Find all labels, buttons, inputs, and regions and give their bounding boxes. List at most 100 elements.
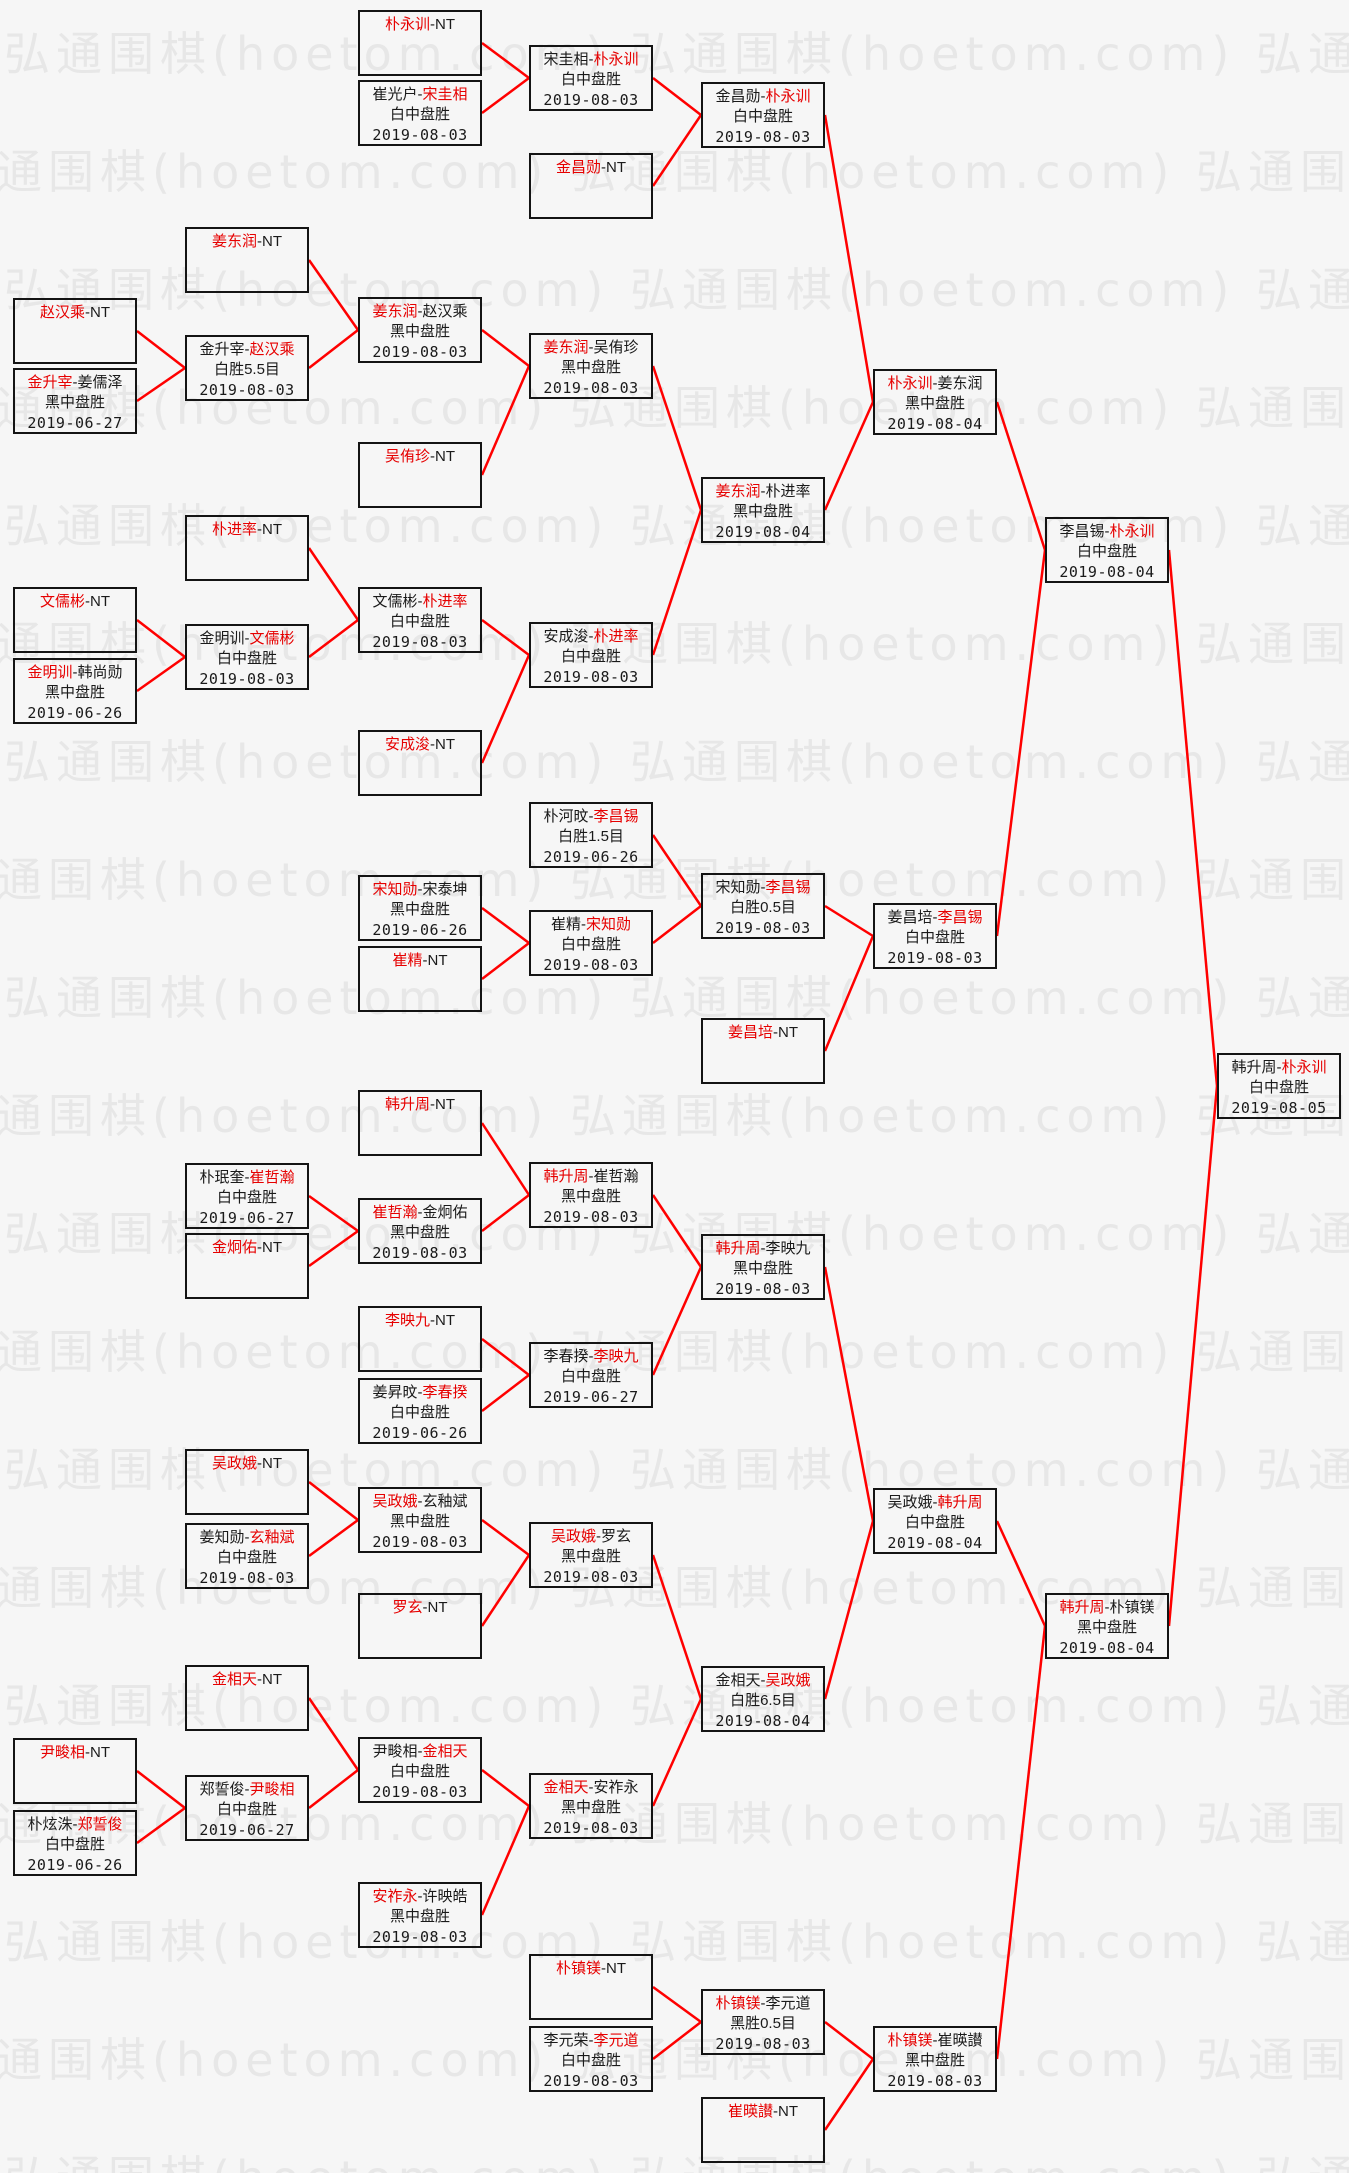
match-box-s3f: 姜昌培-NT — [701, 1018, 825, 1084]
result-text: 白胜5.5目 — [214, 361, 280, 378]
match-date: 2019-08-03 — [543, 2072, 639, 2090]
connector-line — [1167, 549, 1219, 1087]
connector-line — [651, 509, 703, 656]
player-name: 赵汉乘 — [422, 303, 468, 320]
winner-name: 朴永训 — [593, 51, 639, 68]
winner-name: 李昌锡 — [593, 808, 639, 825]
player-name: NT — [435, 448, 455, 465]
result-text: 白胜6.5目 — [730, 1692, 796, 1709]
player-name: NT — [262, 521, 282, 538]
match-date: 2019-08-03 — [543, 1568, 639, 1586]
result-text: 黑中盘胜 — [904, 2052, 965, 2069]
winner-name: 吴政娥 — [550, 1528, 596, 1545]
connector-line — [480, 1554, 531, 1627]
connector-line — [308, 329, 359, 369]
winner-name: 金相天 — [543, 1779, 589, 1796]
result-text: 白中盘胜 — [44, 1836, 105, 1853]
winner-name: 崔暎讃 — [727, 2103, 773, 2120]
winner-name: 文儒彬 — [39, 593, 85, 610]
match-box-s2p: 朴永训-姜东润 黑中盘胜 2019-08-04 — [873, 369, 997, 435]
winner-name: 金升宰 — [27, 374, 73, 391]
matchup-line: 朴镇镁-NT — [555, 1960, 626, 1977]
matchup-line: 宋知勋-李昌锡 — [715, 879, 811, 896]
match-box-s6a: 金相天-NT — [185, 1665, 309, 1731]
result-text: 黑中盘胜 — [389, 1513, 450, 1530]
connector-line — [651, 1554, 703, 1700]
player-name: 韩升周 — [1231, 1059, 1277, 1076]
matchup-line: 金昌勋-朴永训 — [715, 88, 811, 105]
connector-line — [652, 2021, 702, 2060]
player-name: 朴炫洙 — [27, 1816, 73, 1833]
result-text: 白中盘胜 — [389, 1404, 450, 1421]
winner-name: 李春揆 — [422, 1384, 468, 1401]
player-name: NT — [435, 16, 455, 33]
connector-line — [1167, 1085, 1219, 1627]
result-text: 白中盘胜 — [560, 1368, 621, 1385]
matchup-line: 崔哲瀚-金炯佑 — [372, 1204, 468, 1221]
connector-line — [651, 1194, 703, 1268]
player-name: NT — [606, 159, 626, 176]
winner-name: 宋圭相 — [422, 86, 468, 103]
match-box-s2m: 安成浚-NT — [358, 730, 482, 796]
match-box-s6e: 尹畯相-金相天 白中盘胜 2019-08-03 — [358, 1737, 482, 1803]
connector-line — [136, 330, 186, 369]
match-box-s2h: 朴进率-NT — [185, 515, 309, 581]
player-name: 安祚永 — [593, 1779, 639, 1796]
match-date: 2019-08-04 — [887, 1534, 983, 1552]
connector-line — [823, 2058, 875, 2131]
matchup-line: 尹畯相-金相天 — [372, 1743, 468, 1760]
match-box-s2o: 姜东润-朴进率 黑中盘胜 2019-08-04 — [701, 477, 825, 543]
winner-name: 朴永训 — [384, 16, 430, 33]
winner-name: 金相天 — [422, 1743, 468, 1760]
matchup-line: 李昌锡-朴永训 — [1059, 523, 1155, 540]
matchup-line: 金炯佑-NT — [211, 1239, 282, 1256]
player-name: 吴政娥 — [887, 1494, 933, 1511]
match-box-s3c: 崔精-NT — [358, 946, 482, 1012]
result-text: 白中盘胜 — [904, 929, 965, 946]
connector-line — [823, 935, 875, 1052]
match-date: 2019-08-03 — [199, 381, 295, 399]
matchup-line: 韩升周-朴永训 — [1231, 1059, 1327, 1076]
match-date: 2019-06-26 — [543, 848, 639, 866]
match-box-s2n: 安成浚-朴进率 白中盘胜 2019-08-03 — [529, 622, 653, 688]
match-date: 2019-06-27 — [199, 1821, 295, 1839]
matchup-line: 李元荣-李元道 — [543, 2032, 639, 2049]
winner-name: 姜东润 — [372, 303, 418, 320]
matchup-line: 吴政娥-罗玄 — [550, 1528, 632, 1545]
match-date: 2019-08-03 — [543, 1819, 639, 1837]
player-name: 崔精 — [550, 916, 581, 933]
match-box-s2k: 金明训-文儒彬 白中盘胜 2019-08-03 — [185, 624, 309, 690]
player-name: 朴河旼 — [543, 808, 589, 825]
matchup-line: 罗玄-NT — [392, 1599, 448, 1616]
player-name: NT — [435, 1096, 455, 1113]
player-name: NT — [778, 2103, 798, 2120]
result-text: 白中盘胜 — [389, 106, 450, 123]
connector-line — [652, 905, 702, 944]
match-box-s4d: 崔哲瀚-金炯佑 黑中盘胜 2019-08-03 — [358, 1198, 482, 1264]
result-text: 白中盘胜 — [560, 936, 621, 953]
matchup-line: 李映九-NT — [384, 1312, 455, 1329]
winner-name: 金炯佑 — [211, 1239, 257, 1256]
matchup-line: 李春揆-李映九 — [543, 1348, 639, 1365]
matchup-line: 宋知勋-宋泰坤 — [372, 881, 468, 898]
match-date: 2019-08-03 — [372, 633, 468, 651]
match-box-s7e: 朴镇镁-崔暎讃 黑中盘胜 2019-08-03 — [873, 2026, 997, 2092]
match-box-s5d: 罗玄-NT — [358, 1593, 482, 1659]
connector-line — [308, 619, 359, 658]
player-name: 罗玄 — [601, 1528, 632, 1545]
matchup-line: 金明训-文儒彬 — [199, 630, 295, 647]
matchup-line: 朴进率-NT — [211, 521, 282, 538]
match-date: 2019-08-03 — [715, 2035, 811, 2053]
matchup-line: 吴政娥-韩升周 — [887, 1494, 983, 1511]
match-box-s2c: 金升宰-姜儒泽 黑中盘胜 2019-06-27 — [13, 368, 137, 434]
connector-line — [307, 547, 360, 621]
match-date: 2019-08-03 — [543, 956, 639, 974]
match-box-s7d: 崔暎讃-NT — [701, 2097, 825, 2163]
winner-name: 李元道 — [593, 2032, 639, 2049]
connector-line — [481, 942, 530, 980]
match-date: 2019-08-04 — [1059, 563, 1155, 581]
match-box-s3b: 宋知勋-宋泰坤 黑中盘胜 2019-06-26 — [358, 875, 482, 941]
matchup-line: 朴永训-姜东润 — [887, 375, 983, 392]
player-name: 朴珉奎 — [199, 1169, 245, 1186]
